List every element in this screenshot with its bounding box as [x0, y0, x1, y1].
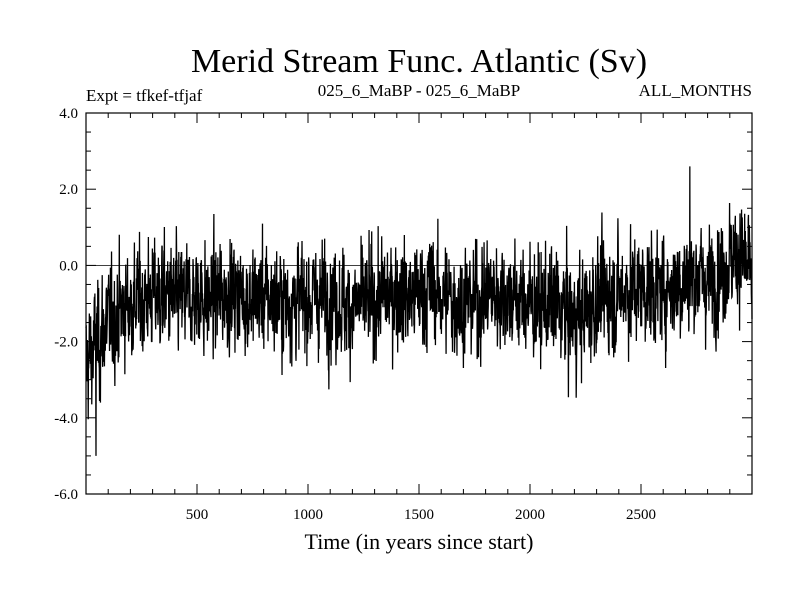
experiment-label: Expt = tfkef-tfjaf — [86, 86, 203, 105]
y-tick-label: 4.0 — [59, 106, 78, 122]
period-label: 025_6_MaBP - 025_6_MaBP — [318, 81, 520, 100]
plot-frame — [85, 112, 753, 495]
y-tick-label: 0.0 — [59, 258, 78, 274]
chart-title: Merid Stream Func. Atlantic (Sv) — [191, 43, 647, 80]
months-label: ALL_MONTHS — [639, 81, 752, 100]
y-tick-label: -4.0 — [54, 411, 78, 427]
x-axis-label: Time (in years since start) — [305, 529, 534, 554]
plot-area: -6.0 -4.0 -2.0 0.0 2.0 4.0 500 1000 1500 2000 2500 — [54, 106, 753, 523]
y-tick-label: 2.0 — [59, 182, 78, 198]
y-tick-label: -6.0 — [54, 487, 78, 503]
x-tick-label: 2000 — [515, 507, 545, 523]
x-tick-label: 2500 — [626, 507, 656, 523]
x-tick-label: 1500 — [404, 507, 434, 523]
series-line — [85, 166, 753, 456]
tick-labels: -6.0 -4.0 -2.0 0.0 2.0 4.0 500 1000 1500 2000 2500 — [54, 106, 656, 523]
x-tick-label: 500 — [186, 507, 209, 523]
y-tick-label: -2.0 — [54, 335, 78, 351]
x-tick-label: 1000 — [293, 507, 323, 523]
